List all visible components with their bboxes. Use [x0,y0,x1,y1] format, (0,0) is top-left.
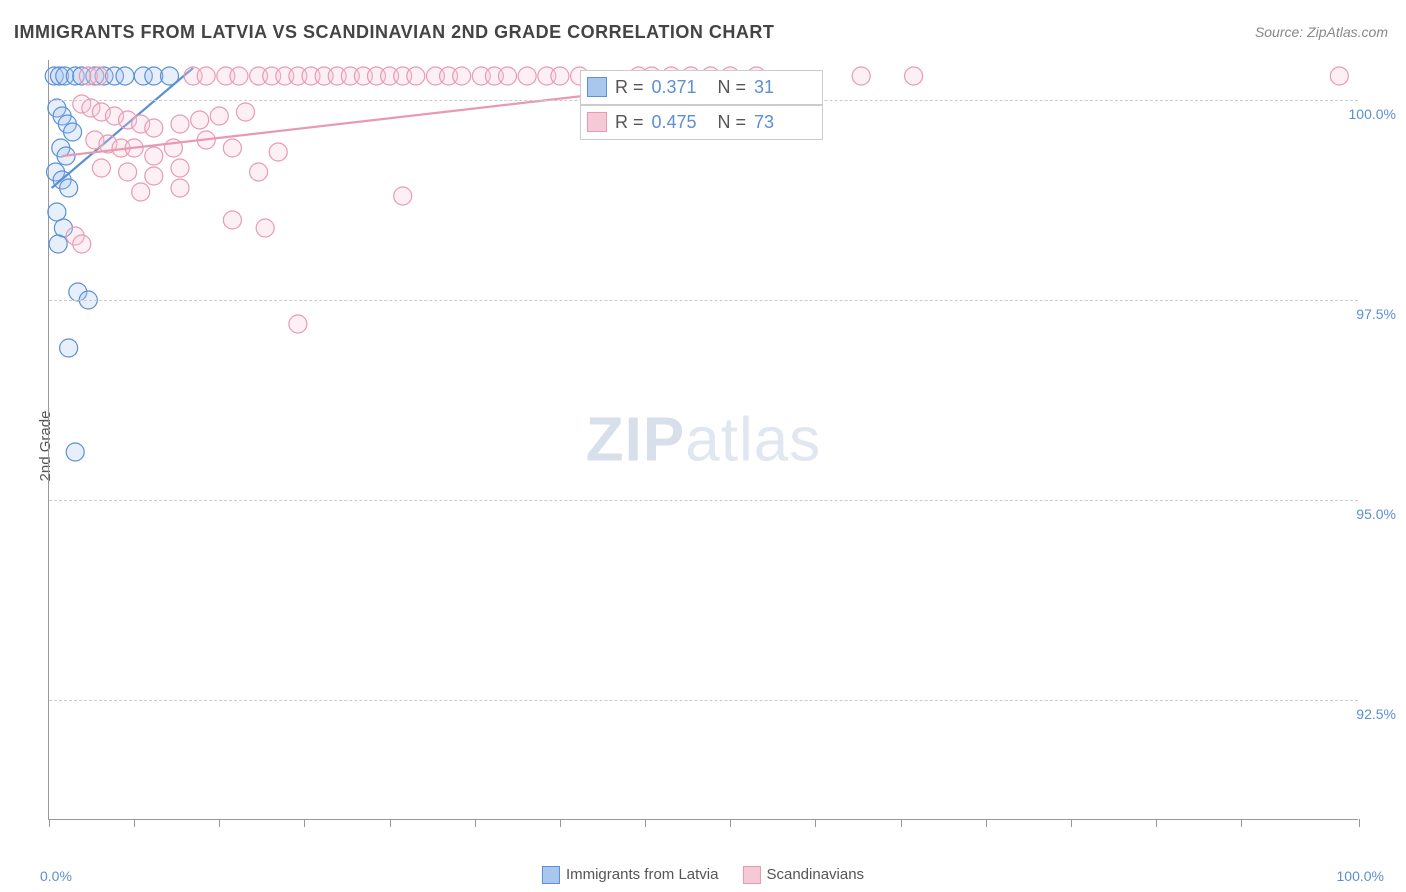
x-tick [730,819,731,827]
legend-label: Immigrants from Latvia [566,866,719,883]
source-attribution: Source: ZipAtlas.com [1255,24,1388,40]
data-point [518,67,536,85]
legend: Immigrants from Latvia Scandinavians [542,866,864,884]
data-point [191,111,209,129]
data-point [145,147,163,165]
data-point [49,235,67,253]
data-point [551,67,569,85]
x-tick [134,819,135,827]
data-point [64,123,82,141]
y-tick-label: 97.5% [1356,306,1396,322]
y-tick-label: 92.5% [1356,706,1396,722]
chart-plot-area: ZIPatlas [48,60,1358,820]
data-point [171,115,189,133]
x-tick [304,819,305,827]
data-point [116,67,134,85]
legend-label: Scandinavians [766,866,864,883]
x-tick [1071,819,1072,827]
gridline [49,700,1358,701]
stats-row: R = 0.475 N =73 [580,105,823,140]
stats-r-value: 0.475 [652,108,710,137]
data-point [210,107,228,125]
stats-r-label: R = [615,108,644,137]
data-point [230,67,248,85]
y-tick-label: 100.0% [1349,106,1396,122]
x-tick [645,819,646,827]
data-point [197,67,215,85]
stats-n-label: N = [718,73,747,102]
legend-item: Scandinavians [742,866,864,884]
stats-swatch [587,77,607,97]
x-tick [390,819,391,827]
data-point [250,163,268,181]
stats-n-label: N = [718,108,747,137]
stats-r-label: R = [615,73,644,102]
data-point [92,159,110,177]
x-axis-min-label: 0.0% [40,868,72,884]
x-tick [475,819,476,827]
stats-r-value: 0.371 [652,73,710,102]
correlation-stats-box: R = 0.371 N =31 R = 0.475 N =73 [580,70,823,140]
data-point [119,163,137,181]
stats-n-value: 31 [754,73,812,102]
x-tick [219,819,220,827]
data-point [289,315,307,333]
stats-swatch [587,112,607,132]
gridline [49,500,1358,501]
data-point [407,67,425,85]
x-tick [560,819,561,827]
data-point [145,167,163,185]
y-tick-label: 95.0% [1356,506,1396,522]
data-point [223,211,241,229]
data-point [1330,67,1348,85]
data-point [132,183,150,201]
data-point [269,143,287,161]
legend-swatch [742,866,760,884]
data-point [394,187,412,205]
x-tick [986,819,987,827]
gridline [49,300,1358,301]
data-point [60,179,78,197]
x-tick [49,819,50,827]
data-point [223,139,241,157]
scatter-svg [49,60,1358,819]
data-point [90,67,108,85]
x-tick [1359,819,1360,827]
stats-row: R = 0.371 N =31 [580,70,823,105]
legend-swatch [542,866,560,884]
chart-title: IMMIGRANTS FROM LATVIA VS SCANDINAVIAN 2… [14,22,774,43]
legend-item: Immigrants from Latvia [542,866,719,884]
data-point [905,67,923,85]
data-point [145,119,163,137]
data-point [453,67,471,85]
data-point [499,67,517,85]
x-tick [1156,819,1157,827]
stats-n-value: 73 [754,108,812,137]
data-point [48,203,66,221]
data-point [66,443,84,461]
data-point [237,103,255,121]
data-point [852,67,870,85]
data-point [171,159,189,177]
x-tick [815,819,816,827]
data-point [256,219,274,237]
x-tick [1241,819,1242,827]
data-point [171,179,189,197]
data-point [73,235,91,253]
x-tick [901,819,902,827]
data-point [60,339,78,357]
x-axis-max-label: 100.0% [1337,868,1384,884]
